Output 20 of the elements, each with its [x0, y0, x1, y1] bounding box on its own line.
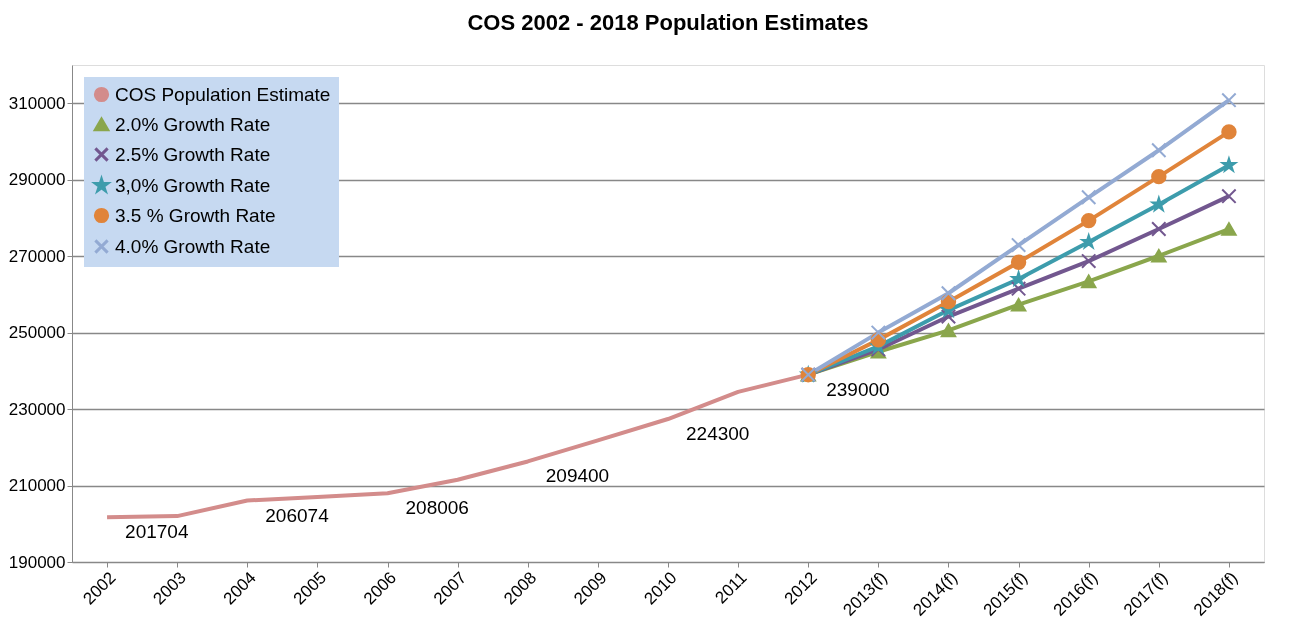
y-tick-label: 290000 — [8, 170, 66, 190]
data-label: 206074 — [265, 504, 330, 526]
y-tick-label: 190000 — [8, 552, 66, 572]
y-tick-label: 250000 — [8, 323, 66, 343]
y-tick-label: 270000 — [8, 246, 66, 266]
annotation: 209400 — [545, 465, 610, 487]
y-tick-label: 210000 — [8, 476, 66, 496]
legend-label: 3,0% Growth Rate — [115, 174, 271, 196]
legend-label: COS Population Estimate — [115, 83, 331, 105]
y-tick-label: 230000 — [8, 399, 66, 419]
y-tick-label: 310000 — [8, 93, 66, 113]
chart-title: COS 2002 - 2018 Population Estimates — [467, 10, 869, 35]
data-label: 201704 — [125, 521, 189, 543]
data-label: 208006 — [405, 497, 469, 519]
legend-label: 2.5% Growth Rate — [115, 143, 271, 165]
legend-label: 4.0% Growth Rate — [115, 235, 271, 257]
legend-label: 3.5 % Growth Rate — [115, 204, 276, 226]
data-label: 239000 — [826, 378, 890, 400]
annotation: 224300 — [686, 423, 750, 445]
legend-label: 2.0% Growth Rate — [115, 113, 271, 135]
